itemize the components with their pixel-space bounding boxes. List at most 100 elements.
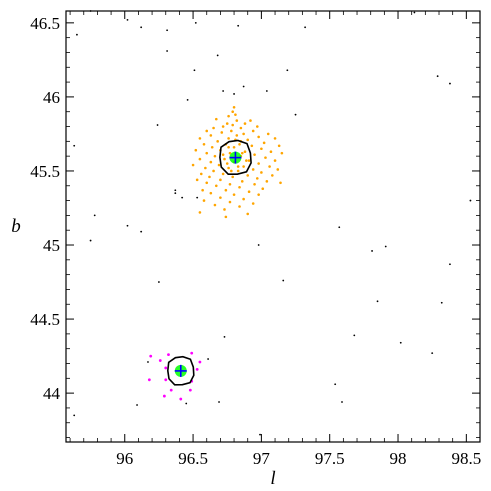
background-point bbox=[353, 334, 356, 337]
background-point bbox=[218, 401, 220, 403]
background-point bbox=[89, 239, 92, 242]
cluster-a-point bbox=[242, 197, 245, 201]
cluster-a-point bbox=[205, 129, 209, 133]
cluster-a-point bbox=[227, 145, 230, 149]
cluster-a-point bbox=[220, 131, 224, 134]
cluster-a-point bbox=[231, 175, 234, 179]
background-point bbox=[185, 402, 188, 405]
x-tick-label: 96.5 bbox=[178, 449, 208, 468]
background-point bbox=[338, 226, 341, 229]
cluster-a-point bbox=[221, 125, 225, 128]
cluster-a-point bbox=[266, 132, 270, 136]
background-point bbox=[223, 335, 226, 338]
y-tick-label: 44.5 bbox=[30, 310, 60, 329]
cluster-a-point bbox=[276, 168, 280, 171]
cluster-a-point bbox=[214, 117, 218, 121]
background-point bbox=[286, 69, 289, 72]
cluster-a-point bbox=[253, 153, 256, 156]
background-point bbox=[174, 189, 177, 192]
background-point bbox=[242, 85, 245, 88]
cluster-a-point bbox=[238, 205, 241, 208]
background-point bbox=[126, 18, 129, 21]
background-point bbox=[399, 341, 402, 344]
cluster-a-point bbox=[221, 172, 225, 176]
x-tick-label: 97.5 bbox=[315, 449, 345, 468]
y-axis-label: b bbox=[11, 216, 21, 237]
cluster-a-point bbox=[240, 180, 244, 183]
cluster-a-point bbox=[240, 151, 244, 155]
cluster-a-point bbox=[223, 157, 226, 161]
background-point bbox=[376, 300, 379, 303]
background-point bbox=[237, 24, 240, 27]
cluster-a-point bbox=[279, 181, 282, 185]
cluster-a-point bbox=[230, 129, 233, 133]
cluster-a-point bbox=[232, 145, 236, 149]
background-point bbox=[431, 352, 434, 355]
background-point bbox=[469, 199, 472, 202]
cluster-b-point bbox=[188, 388, 192, 392]
cluster-a-point bbox=[198, 211, 202, 214]
cluster-b-point bbox=[158, 359, 162, 362]
cluster-a-point bbox=[269, 150, 273, 154]
background-point bbox=[233, 93, 235, 95]
cluster-a-point bbox=[212, 169, 215, 173]
cluster-a-point bbox=[255, 177, 259, 180]
cluster-a-point bbox=[257, 162, 260, 165]
cluster-a-point bbox=[245, 159, 248, 162]
background-point bbox=[259, 433, 261, 436]
cluster-a-contour bbox=[219, 139, 252, 175]
background-point bbox=[449, 263, 451, 266]
cluster-a-point bbox=[221, 153, 225, 156]
cluster-a-point bbox=[262, 141, 266, 145]
cluster-a bbox=[191, 105, 284, 219]
cluster-a-point bbox=[219, 178, 222, 182]
cluster-a-point bbox=[260, 147, 263, 151]
cluster-a-point bbox=[191, 163, 195, 167]
cluster-a-point bbox=[271, 174, 274, 177]
background-point bbox=[265, 90, 268, 92]
cluster-a-point bbox=[247, 190, 251, 193]
background-point bbox=[257, 244, 260, 246]
cluster-a-point bbox=[249, 119, 252, 122]
x-tick-label: 96 bbox=[116, 449, 133, 468]
cluster-a-point bbox=[273, 159, 277, 162]
cluster-a-point bbox=[224, 215, 228, 219]
cluster-a-point bbox=[239, 126, 243, 130]
cluster-a-point bbox=[228, 200, 232, 204]
cluster-a-point bbox=[246, 174, 250, 177]
cluster-a-point bbox=[260, 171, 263, 174]
cluster-a-point bbox=[234, 113, 237, 116]
cluster-a-point bbox=[242, 132, 245, 136]
axis-ticks bbox=[66, 11, 481, 442]
cluster-a-point bbox=[213, 154, 217, 158]
cluster-a-point bbox=[238, 142, 241, 146]
cluster-a-point bbox=[246, 212, 250, 216]
cluster-b-point bbox=[198, 360, 202, 364]
background-point bbox=[384, 245, 387, 248]
cluster-a-point bbox=[194, 148, 198, 152]
background-point bbox=[174, 192, 177, 195]
cluster-b-point bbox=[195, 368, 199, 371]
cluster-a-point bbox=[255, 125, 259, 128]
cluster-a-point bbox=[208, 175, 211, 179]
background-point bbox=[194, 21, 197, 24]
cluster-a-point bbox=[223, 208, 226, 211]
cluster-a-point bbox=[257, 135, 260, 139]
plot-frame bbox=[65, 10, 481, 443]
cluster-a-point bbox=[247, 159, 251, 162]
x-tick-label: 98.5 bbox=[451, 449, 481, 468]
cluster-a-point bbox=[227, 166, 230, 170]
background-point bbox=[76, 33, 78, 36]
y-tick-label: 45.5 bbox=[30, 162, 60, 181]
background-point bbox=[140, 26, 143, 29]
cluster-a-point bbox=[217, 163, 221, 167]
background-point bbox=[341, 401, 343, 403]
cluster-a-point bbox=[235, 119, 239, 122]
cluster-a-point bbox=[253, 182, 256, 186]
cluster-a-point bbox=[238, 185, 241, 189]
background-point bbox=[126, 224, 129, 227]
cluster-b-point bbox=[167, 353, 170, 357]
cluster-a-point bbox=[201, 188, 204, 192]
cluster-b-point bbox=[179, 397, 183, 401]
